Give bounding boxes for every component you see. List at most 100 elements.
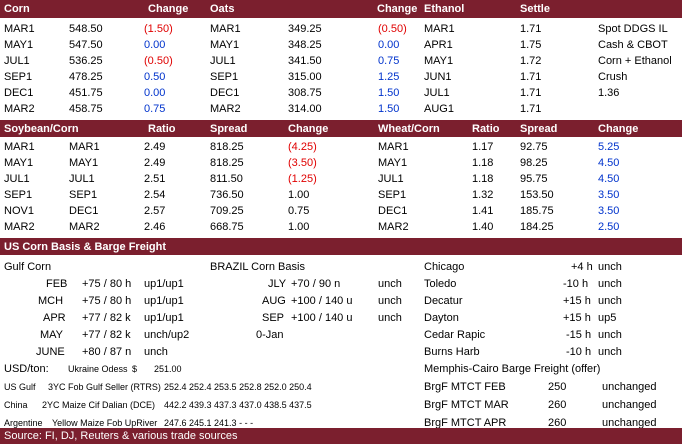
wheat-corn-ratio: 1.41 [472, 205, 494, 217]
ethanol-settle-header: Settle [520, 3, 550, 15]
corn-month: MAR1 [69, 141, 100, 153]
barge-value: 260 [548, 399, 567, 411]
soy-corn-spread: 709.25 [210, 205, 244, 217]
soy-corn-ratio: 2.51 [144, 173, 166, 185]
wheat-corn-ratio: 1.18 [472, 157, 494, 169]
gulf-month: FEB [46, 278, 68, 290]
interior-change: unch [598, 295, 622, 307]
gulf-bid: +80 / 87 n [82, 346, 132, 358]
soy-corn-change: (1.25) [288, 173, 317, 185]
corn-month: MAR2 [4, 103, 35, 115]
wheat-month: SEP1 [378, 189, 407, 201]
soy-corn-change-header: Change [288, 123, 329, 135]
usd-values: 247.6 245.1 241.3 - - - [164, 418, 254, 428]
wheat-corn-change: 5.25 [598, 141, 620, 153]
wheat-corn-spread: 184.25 [520, 221, 554, 233]
ethanol-settle: 1.71 [520, 71, 542, 83]
corn-month: SEP1 [69, 189, 98, 201]
brazil-change: unch [378, 312, 402, 324]
soy-corn-spread-header: Spread [210, 123, 248, 135]
ukraine-currency: $ [132, 364, 138, 374]
brazil-corn-title: BRAZIL Corn Basis [210, 261, 305, 273]
soy-corn-change: 0.75 [288, 205, 310, 217]
corn-month: MAR2 [69, 221, 100, 233]
interior-change: unch [598, 261, 622, 273]
barge-change: unchanged [602, 399, 657, 411]
interior-place: Cedar Rapic [424, 329, 486, 341]
soy-month: SEP1 [4, 189, 33, 201]
wheat-corn-ratio: 1.18 [472, 173, 494, 185]
wheat-corn-ratio: 1.40 [472, 221, 494, 233]
interior-bid: -15 h [566, 329, 592, 341]
wheat-corn-change: 4.50 [598, 157, 620, 169]
oats-price: 314.00 [288, 103, 322, 115]
ethanol-month: JUN1 [424, 71, 452, 83]
ethanol-month: JUL1 [424, 87, 450, 99]
interior-bid: +15 h [563, 295, 591, 307]
oats-price: 308.75 [288, 87, 322, 99]
usd-origin: US Gulf [4, 382, 36, 392]
ethanol-month: MAY1 [424, 55, 454, 67]
corn-price: 451.75 [69, 87, 103, 99]
corn-change: (1.50) [144, 23, 173, 35]
oats-change: 1.50 [378, 103, 400, 115]
corn-month: MAY1 [4, 39, 34, 51]
brazil-change: unch [378, 295, 402, 307]
oats-month: MAR1 [210, 23, 241, 35]
brazil-month: SEP [262, 312, 285, 324]
gulf-corn-title: Gulf Corn [4, 261, 52, 273]
brazil-month: AUG [262, 295, 286, 307]
ethanol-settle: 1.71 [520, 23, 542, 35]
corn-price: 548.50 [69, 23, 103, 35]
oats-price: 341.50 [288, 55, 322, 67]
barge-title: Memphis-Cairo Barge Freight (offer) [424, 363, 601, 375]
oats-month: MAR2 [210, 103, 241, 115]
corn-month: JUL1 [69, 173, 95, 185]
corn-change: 0.50 [144, 71, 166, 83]
wheat-month: MAR1 [378, 141, 409, 153]
gulf-bid: +75 / 80 h [82, 278, 132, 290]
brazil-bid: +100 / 140 u [291, 312, 353, 324]
interior-bid: +4 h [571, 261, 593, 273]
usd-desc: 2YC Maize Cif Dalian (DCE) [42, 400, 156, 410]
barge-label: BrgF MTCT FEB [424, 381, 506, 393]
corn-price: 458.75 [69, 103, 103, 115]
interior-change: up5 [598, 312, 617, 324]
wheat-month: MAY1 [378, 157, 408, 169]
interior-place: Burns Harb [424, 346, 480, 358]
usd-desc: 3YC Fob Gulf Seller (RTRS) [48, 382, 161, 392]
oats-price: 315.00 [288, 71, 322, 83]
interior-place: Toledo [424, 278, 457, 290]
interior-place: Dayton [424, 312, 459, 324]
ethanol-settle: 1.75 [520, 39, 542, 51]
wheat-month: MAR2 [378, 221, 409, 233]
wheat-corn-spread: 98.25 [520, 157, 548, 169]
oats-price: 349.25 [288, 23, 322, 35]
interior-change: unch [598, 329, 622, 341]
gulf-change: unch/up2 [144, 329, 190, 341]
ukraine-value: 251.00 [154, 364, 182, 374]
wheat-month: DEC1 [378, 205, 408, 217]
soy-corn-spread: 818.25 [210, 157, 244, 169]
soy-corn-spread: 736.50 [210, 189, 244, 201]
wheat-corn-change: 3.50 [598, 189, 620, 201]
soy-corn-change: 1.00 [288, 221, 310, 233]
wheat-corn-spread: 153.50 [520, 189, 554, 201]
ethanol-month: MAR1 [424, 23, 455, 35]
wheat-corn-ratio: 1.17 [472, 141, 494, 153]
ddgs-value: 1.36 [598, 87, 620, 99]
footer-bar [0, 428, 682, 444]
wheat-corn-header: Wheat/Corn [378, 123, 440, 135]
wheat-corn-spread: 95.75 [520, 173, 548, 185]
usd-values: 442.2 439.3 437.3 437.0 438.5 437.5 [164, 400, 312, 410]
corn-month: MAY1 [69, 157, 99, 169]
barge-value: 250 [548, 381, 567, 393]
soy-month: NOV1 [4, 205, 34, 217]
soy-corn-change: 1.00 [288, 189, 310, 201]
corn-change: 0.75 [144, 103, 166, 115]
ddgs-note: Crush [598, 71, 628, 83]
gulf-change: up1/up1 [144, 295, 184, 307]
soy-month: MAR2 [4, 221, 35, 233]
oats-month: JUL1 [210, 55, 236, 67]
footer-source: Source: FI, DJ, Reuters & various trade … [4, 430, 238, 442]
